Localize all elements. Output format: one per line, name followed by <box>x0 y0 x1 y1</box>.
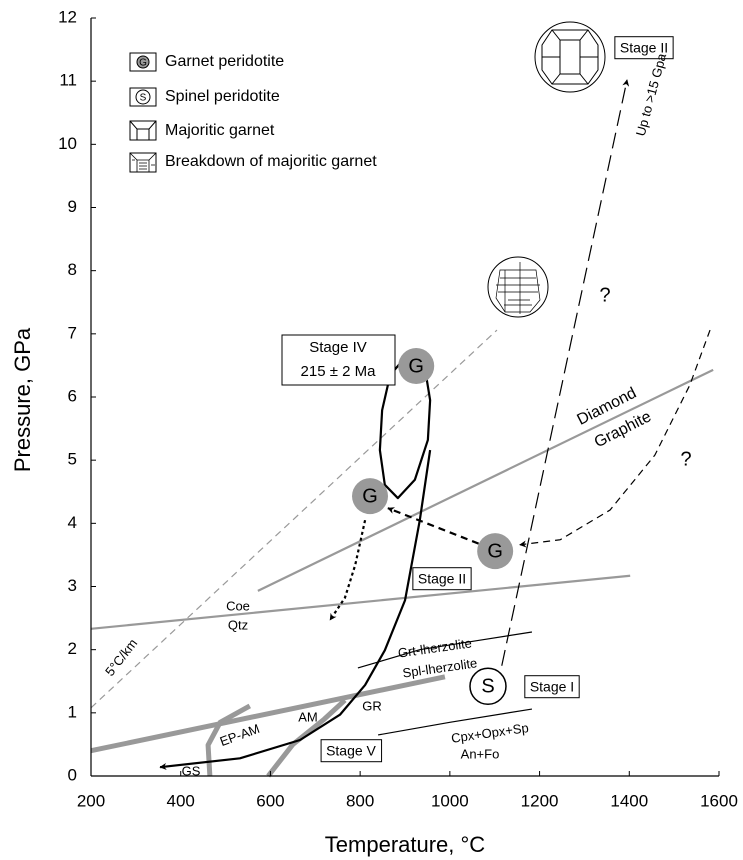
annotation: Stage I <box>530 679 574 695</box>
point-label: S <box>481 676 494 698</box>
legend-icon <box>130 121 156 140</box>
annotation: AM <box>298 709 318 724</box>
y-tick-label: 11 <box>59 71 77 90</box>
annotation: 215 ± 2 Ma <box>301 363 377 380</box>
x-tick-label: 200 <box>77 791 105 810</box>
y-tick-label: 12 <box>58 7 77 26</box>
y-tick-label: 2 <box>68 639 77 658</box>
annotation: Cpx+Opx+Sp <box>450 720 529 746</box>
legend-icons <box>130 53 156 172</box>
point-label: G <box>362 485 378 507</box>
point-label: G <box>487 540 503 562</box>
y-tick-label: 6 <box>68 386 77 405</box>
y-tick-label: 4 <box>68 513 77 532</box>
annotation: Up to >15 Gpa <box>633 51 670 138</box>
x-axis-title: Temperature, °C <box>325 832 486 857</box>
annotation: ? <box>599 284 610 306</box>
x-tick-label: 600 <box>256 791 284 810</box>
legend-label: Spinel peridotite <box>165 88 280 105</box>
point-label: G <box>408 355 424 377</box>
curve <box>91 677 445 751</box>
x-tick-label: 1000 <box>431 791 469 810</box>
curve <box>497 80 627 688</box>
legend-symbol: S <box>140 93 147 104</box>
curve <box>388 508 490 548</box>
x-tick-label: 800 <box>346 791 374 810</box>
annotation: Qtz <box>228 617 248 632</box>
x-tick-label: 1400 <box>610 791 648 810</box>
annotation: Stage II <box>418 571 466 587</box>
y-axis-title: Pressure, GPa <box>10 327 35 472</box>
y-tick-label: 10 <box>58 134 77 153</box>
y-tick-label: 7 <box>68 323 77 342</box>
annotation: Stage V <box>326 743 376 759</box>
y-tick-label: 1 <box>68 702 77 721</box>
y-tick-label: 8 <box>68 260 77 279</box>
y-tick-label: 5 <box>68 450 77 469</box>
chart: Temperature, °C Pressure, GPa 0123456789… <box>0 0 743 860</box>
legend-symbol: G <box>139 58 147 69</box>
y-tick-label: 3 <box>68 576 77 595</box>
annotation: Coe <box>226 598 250 613</box>
x-tick-label: 1600 <box>700 791 738 810</box>
annotation: ? <box>680 448 691 470</box>
annotation: An+Fo <box>461 746 500 761</box>
annotation: Stage II <box>620 40 668 56</box>
x-tick-label: 400 <box>167 791 195 810</box>
annotation: 5°C/km <box>102 636 140 679</box>
legend-label: Breakdown of majoritic garnet <box>165 153 377 170</box>
annotation: GR <box>362 698 382 713</box>
legend-icon <box>130 153 156 172</box>
curve <box>91 576 630 629</box>
legend-icon-box <box>130 121 156 140</box>
legend-label: Garnet peridotite <box>165 53 284 70</box>
annotation: Stage IV <box>309 339 367 356</box>
grain-sketch <box>488 22 605 317</box>
annotation: GS <box>182 763 201 778</box>
y-tick-label: 9 <box>68 197 77 216</box>
legend-label: Majoritic garnet <box>165 122 275 139</box>
y-tick-label: 0 <box>68 765 77 784</box>
x-tick-label: 1200 <box>521 791 559 810</box>
